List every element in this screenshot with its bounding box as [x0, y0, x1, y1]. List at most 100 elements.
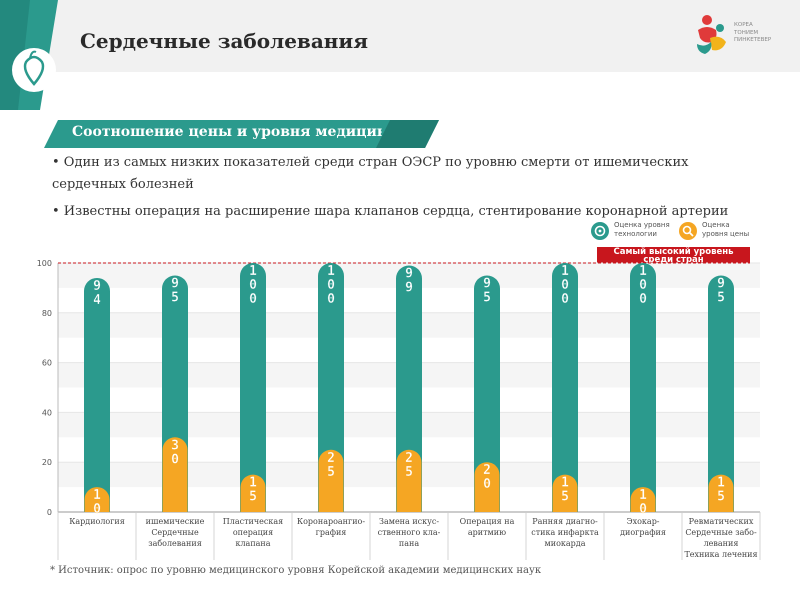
price-value-label: 5 — [405, 465, 413, 480]
tech-value-label: 9 — [171, 276, 179, 291]
tech-value-label: 0 — [561, 278, 569, 293]
highest-label-line: Самый высокий уровень — [613, 247, 734, 257]
x-tick-label: операция — [233, 528, 273, 537]
price-bar-base — [474, 499, 500, 512]
bullet-1: • Один из самых низких показателей среди… — [52, 155, 689, 192]
y-tick-label: 80 — [42, 309, 52, 318]
price-value-label: 3 — [171, 438, 179, 453]
price-bar-base — [396, 499, 422, 512]
tech-value-label: 9 — [405, 280, 413, 295]
price-value-label: 1 — [717, 476, 725, 491]
price-value-label: 1 — [561, 476, 569, 491]
tech-bar — [84, 277, 110, 512]
x-tick-label: Операция на — [460, 517, 515, 526]
logo-text: КОРЕА ТОНИЕМ ПИНКЕТЕВЕР — [734, 22, 771, 45]
x-tick-label: Сердечные — [151, 528, 199, 537]
x-tick-label: Техника лечения — [684, 550, 757, 559]
page-title: Сердечные заболевания — [80, 29, 369, 53]
legend-tech-line: Оценка уровня — [614, 221, 670, 229]
price-value-label: 1 — [639, 488, 647, 503]
tech-value-label: 9 — [93, 279, 101, 294]
x-tick-label: диография — [620, 528, 666, 537]
legend-price: Оценка уровня цены — [702, 221, 749, 239]
price-value-label: 5 — [561, 490, 569, 505]
x-tick-label: графия — [316, 528, 347, 537]
x-tick-label: миокарда — [545, 539, 586, 548]
tech-value-label: 9 — [405, 266, 413, 281]
price-bar — [318, 449, 344, 512]
tech-value-label: 0 — [249, 278, 257, 293]
heart-icon — [0, 0, 58, 110]
tech-value-label: 9 — [717, 276, 725, 291]
x-tick-label: стика инфаркта — [531, 528, 599, 537]
price-value-label: 2 — [327, 451, 335, 466]
x-tick-label: Ранняя диагно- — [532, 517, 598, 526]
y-tick-label: 100 — [37, 259, 52, 268]
x-tick-label: пана — [399, 539, 419, 548]
price-value-label: 2 — [483, 463, 491, 478]
highest-level-label: Самый высокий уровень среди стран — [597, 247, 750, 264]
tech-bar — [552, 263, 578, 512]
tech-value-label: 5 — [717, 290, 725, 305]
x-tick-label: аритмию — [468, 528, 506, 537]
price-value-label: 5 — [249, 490, 257, 505]
tech-value-label: 0 — [249, 292, 257, 307]
tech-value-label: 9 — [483, 276, 491, 291]
price-value-label: 5 — [717, 490, 725, 505]
price-bar — [162, 437, 188, 512]
tech-value-label: 5 — [483, 290, 491, 305]
x-tick-label: Кардиология — [69, 517, 125, 526]
source-note: * Источник: опрос по уровню медицинского… — [50, 565, 542, 576]
x-tick-label: Эхокар- — [626, 517, 659, 526]
y-tick-label: 60 — [42, 359, 52, 368]
x-tick-label: ственного кла- — [378, 528, 441, 537]
y-tick-label: 40 — [42, 408, 52, 417]
tech-bar — [474, 275, 500, 512]
price-bar-base — [240, 499, 266, 512]
price-value-label: 0 — [171, 452, 179, 467]
price-value-label: 0 — [93, 502, 101, 517]
tech-value-label: 1 — [327, 264, 335, 279]
x-tick-label: Коронароангио- — [297, 517, 365, 526]
logo-line: КОРЕА — [734, 22, 753, 28]
price-bar-base — [630, 499, 656, 512]
gear-icon — [591, 222, 609, 240]
x-tick-label: ишемические — [146, 517, 205, 526]
price-value-label: 0 — [483, 477, 491, 492]
bullet-2: • Известны операция на расширение шара к… — [52, 204, 729, 219]
tech-value-label: 0 — [327, 278, 335, 293]
x-tick-label: Замена искус- — [379, 517, 439, 526]
legend-tech: Оценка уровня технологии — [614, 221, 670, 239]
price-bar-base — [318, 499, 344, 512]
tech-value-label: 1 — [249, 264, 257, 279]
legend-price-line: Оценка — [702, 221, 730, 229]
x-tick-label: Сердечные забо- — [685, 528, 757, 537]
logo-icon — [697, 15, 726, 54]
price-bar — [396, 449, 422, 512]
price-value-label: 5 — [327, 465, 335, 480]
legend-tech-line: технологии — [614, 230, 657, 238]
x-tick-label: заболевания — [148, 539, 202, 548]
price-value-label: 1 — [93, 488, 101, 503]
tech-value-label: 1 — [561, 264, 569, 279]
price-value-label: 1 — [249, 476, 257, 491]
price-bar-base — [84, 499, 110, 512]
price-value-label: 2 — [405, 451, 413, 466]
tech-value-label: 0 — [327, 292, 335, 307]
x-tick-label: левания — [704, 539, 739, 548]
price-bar-base — [162, 499, 188, 512]
logo-line: ТОНИЕМ — [734, 29, 759, 36]
price-bar-base — [708, 499, 734, 512]
tech-value-label: 5 — [171, 290, 179, 305]
tech-bar — [708, 275, 734, 512]
price-value-label: 0 — [639, 502, 647, 517]
x-tick-label: клапана — [235, 539, 270, 548]
logo-line: ПИНКЕТЕВЕР — [734, 37, 772, 43]
banner-title: Соотношение цены и уровня медицины — [72, 124, 382, 140]
tech-value-label: 0 — [639, 292, 647, 307]
y-tick-label: 0 — [47, 508, 52, 517]
tech-value-label: 0 — [639, 278, 647, 293]
legend-price-line: уровня цены — [702, 230, 750, 238]
